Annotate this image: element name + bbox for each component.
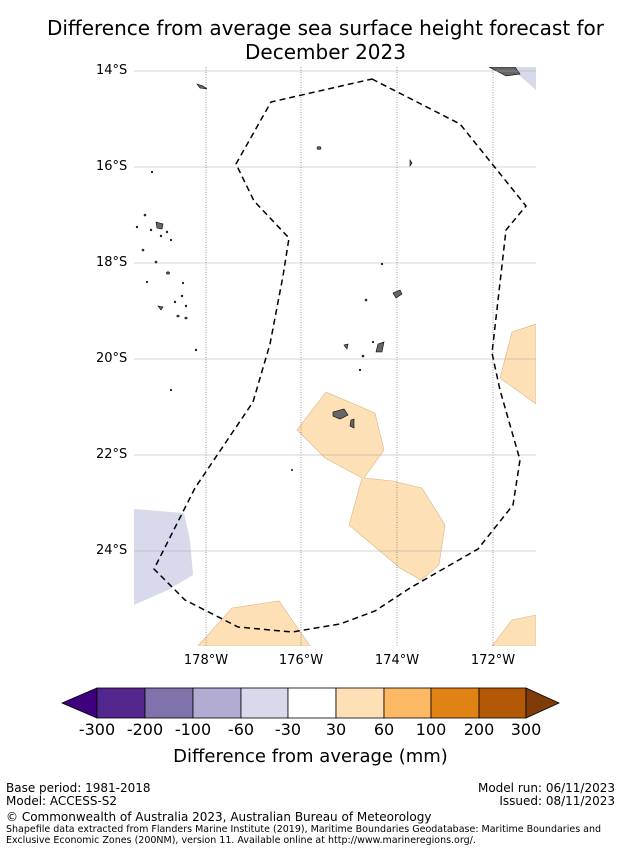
lat-tick-label: 18°S bbox=[96, 255, 128, 270]
base-period: Base period: 1981-2018 bbox=[6, 781, 151, 795]
lat-tick-label: 22°S bbox=[96, 447, 128, 462]
colorbar-bin bbox=[192, 687, 242, 719]
anomaly-region-positive-southeast bbox=[491, 614, 536, 646]
map-area bbox=[134, 67, 536, 646]
title-line-2: December 2023 bbox=[245, 40, 406, 64]
lon-tick-label: 172°W bbox=[470, 653, 516, 668]
colorbar-tick-label: -200 bbox=[126, 720, 164, 739]
colorbar-bin bbox=[478, 687, 527, 719]
colorbar-bin bbox=[287, 687, 337, 719]
colorbar-bin bbox=[96, 687, 146, 719]
colorbar-tick-label: -300 bbox=[78, 720, 116, 739]
model-name: Model: ACCESS-S2 bbox=[6, 794, 118, 808]
issued-date: Issued: 08/11/2023 bbox=[499, 794, 615, 808]
colorbar-arrow-low bbox=[60, 687, 98, 719]
colorbar-bin bbox=[144, 687, 194, 719]
colorbar-tick-label: 100 bbox=[415, 720, 447, 739]
lat-tick-label: 14°S bbox=[96, 63, 128, 78]
model-run: Model run: 06/11/2023 bbox=[477, 781, 615, 795]
land-top-right bbox=[488, 67, 521, 77]
colorbar bbox=[60, 687, 560, 719]
eez-boundary bbox=[153, 78, 527, 633]
colorbar-tick-label: 30 bbox=[325, 720, 347, 739]
lon-gridlines bbox=[205, 67, 494, 646]
anomaly-region-positive-southwest bbox=[197, 600, 311, 646]
anomaly-region-positive-east bbox=[499, 323, 536, 405]
lon-tick-label: 178°W bbox=[183, 653, 229, 668]
colorbar-title: Difference from average (mm) bbox=[173, 746, 448, 767]
colorbar-tick-label: 60 bbox=[373, 720, 395, 739]
lon-tick-label: 174°W bbox=[374, 653, 420, 668]
anomaly-region-positive-central bbox=[296, 391, 446, 581]
shapefile-credit-line-1: Shapefile data extracted from Flanders M… bbox=[6, 824, 602, 835]
colorbar-tick-label: 200 bbox=[463, 720, 495, 739]
colorbar-tick-label: -60 bbox=[227, 720, 255, 739]
copyright: © Commonwealth of Australia 2023, Austra… bbox=[6, 810, 432, 824]
colorbar-bin bbox=[383, 687, 432, 719]
colorbar-tick-label: 300 bbox=[510, 720, 542, 739]
colorbar-bin bbox=[335, 687, 385, 719]
colorbar-arrow-high bbox=[525, 687, 560, 719]
colorbar-bin bbox=[240, 687, 289, 719]
shapefile-credit-line-2: Exclusive Economic Zones (200NM), versio… bbox=[6, 835, 476, 846]
lat-tick-label: 16°S bbox=[96, 159, 128, 174]
lat-tick-label: 24°S bbox=[96, 543, 128, 558]
anomaly-region-top-right bbox=[500, 67, 536, 90]
colorbar-bin bbox=[430, 687, 480, 719]
title-line-1: Difference from average sea surface heig… bbox=[46, 16, 605, 40]
colorbar-tick-label: -30 bbox=[274, 720, 302, 739]
lon-tick-label: 176°W bbox=[278, 653, 324, 668]
map-title: Difference from average sea surface heig… bbox=[0, 16, 621, 64]
islands bbox=[135, 83, 413, 471]
colorbar-tick-label: -100 bbox=[174, 720, 212, 739]
anomaly-region-negative bbox=[134, 509, 193, 605]
lat-tick-label: 20°S bbox=[96, 351, 128, 366]
lat-gridlines bbox=[134, 70, 536, 552]
